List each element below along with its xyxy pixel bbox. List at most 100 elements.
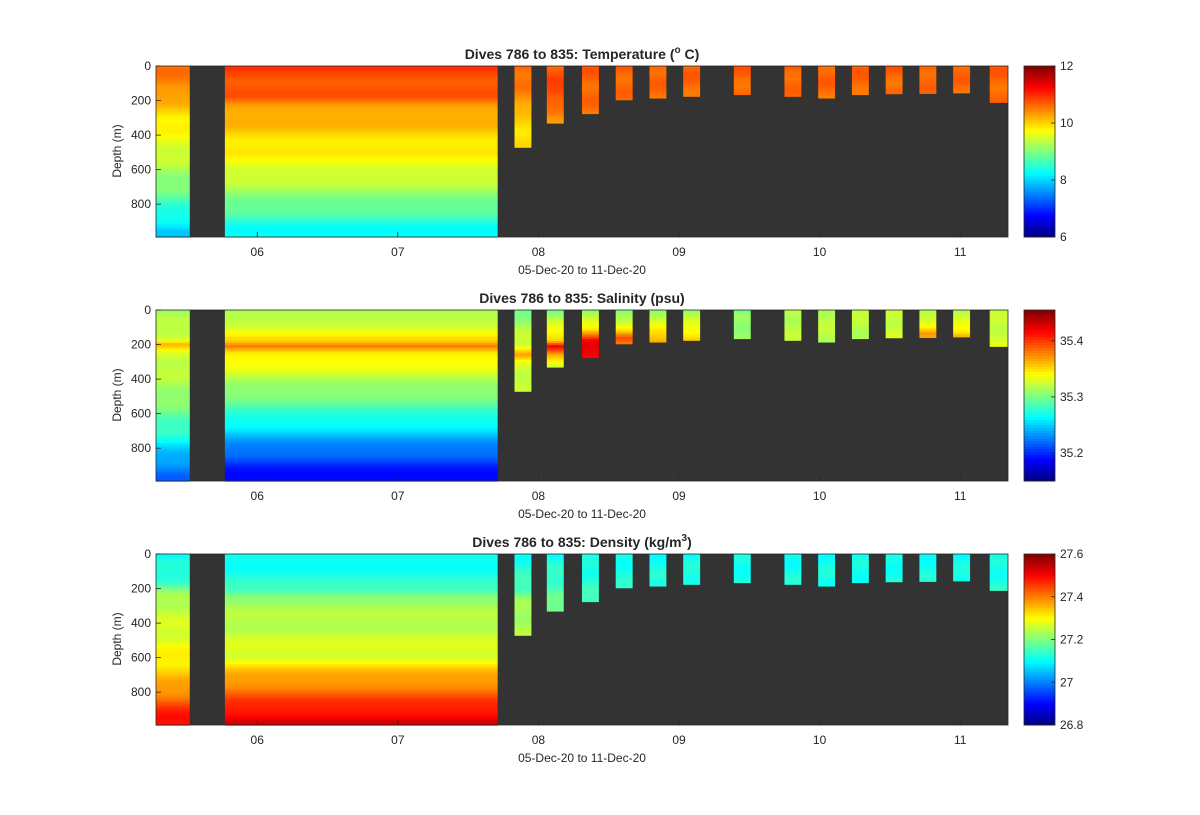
profile-cell xyxy=(818,341,836,343)
profile-cell xyxy=(156,713,190,717)
colorbar-swatch xyxy=(1024,146,1055,150)
profile-cell xyxy=(546,339,564,342)
profile-cell xyxy=(784,314,802,317)
profile-cell xyxy=(224,705,498,708)
profile-cell xyxy=(224,647,498,650)
y-tick-label: 200 xyxy=(131,582,151,596)
profile-cell xyxy=(989,66,1008,69)
x-tick-label: 09 xyxy=(672,733,686,747)
panel-title: Dives 786 to 835: Salinity (psu) xyxy=(479,290,684,306)
profile-cell xyxy=(582,343,599,346)
colorbar-swatch xyxy=(1024,610,1055,614)
profile-cell xyxy=(683,572,701,576)
profile-cell xyxy=(224,653,498,657)
profile-cell xyxy=(885,332,903,336)
profile-cell xyxy=(156,372,190,375)
profile-cell xyxy=(224,107,498,111)
profile-cell xyxy=(224,626,498,630)
profile-cell xyxy=(156,614,190,617)
colorbar-swatch xyxy=(1024,451,1055,455)
profile-cell xyxy=(156,78,190,82)
profile-cell xyxy=(224,229,498,233)
profile-cell xyxy=(615,343,633,345)
profile-cell xyxy=(514,121,532,125)
profile-cell xyxy=(224,401,498,404)
profile-cell xyxy=(224,347,498,350)
profile-cell xyxy=(156,682,190,686)
profile-cell xyxy=(514,326,532,330)
x-axis-label: 05-Dec-20 to 11-Dec-20 xyxy=(518,507,646,521)
profile-cell xyxy=(224,566,498,570)
profile-cell xyxy=(224,186,498,189)
profile-cell xyxy=(582,595,599,599)
profile-cell xyxy=(224,556,498,559)
colorbar-swatch xyxy=(1024,68,1055,72)
profile-cell xyxy=(546,312,564,315)
profile-cell xyxy=(224,318,498,321)
profile-cell xyxy=(156,101,190,104)
profile-cell xyxy=(989,558,1008,561)
profile-cell xyxy=(514,390,532,392)
profile-cell xyxy=(156,415,190,419)
colorbar-tick-label: 12 xyxy=(1060,59,1074,73)
profile-cell xyxy=(649,316,667,319)
profile-cell xyxy=(156,570,190,574)
profile-cell xyxy=(582,576,599,580)
profile-cell xyxy=(546,578,564,582)
profile-cell xyxy=(156,641,190,644)
profile-cell xyxy=(156,388,190,392)
profile-cell xyxy=(953,564,971,568)
profile-cell xyxy=(683,336,701,340)
profile-cell xyxy=(885,80,903,84)
profile-cell xyxy=(156,95,190,98)
profile-cell xyxy=(156,647,190,650)
profile-cell xyxy=(953,86,971,90)
profile-cell xyxy=(851,80,869,84)
profile-cell xyxy=(582,103,599,106)
profile-cell xyxy=(919,328,937,332)
profile-cell xyxy=(582,107,599,111)
profile-cell xyxy=(683,332,701,336)
profile-cell xyxy=(156,413,190,417)
profile-cell xyxy=(546,334,564,338)
profile-cell xyxy=(224,721,498,725)
panel-title: Dives 786 to 835: Density (kg/m3) xyxy=(472,533,692,550)
profile-cell xyxy=(784,566,802,570)
profile-cell xyxy=(156,136,190,140)
dive-profile xyxy=(885,554,903,583)
profile-cell xyxy=(224,668,498,671)
profile-cell xyxy=(851,568,869,572)
colorbar-swatch xyxy=(1024,586,1055,590)
colorbar-swatch xyxy=(1024,687,1055,691)
y-tick-label: 600 xyxy=(131,163,151,177)
dive-profile xyxy=(649,554,667,587)
profile-cell xyxy=(851,574,869,578)
profile-cell xyxy=(156,465,190,469)
profile-cell xyxy=(818,580,836,584)
profile-cell xyxy=(851,86,869,90)
profile-cell xyxy=(224,407,498,411)
profile-cell xyxy=(224,603,498,607)
profile-cell xyxy=(156,705,190,708)
profile-cell xyxy=(582,580,599,584)
colorbar-swatch xyxy=(1024,100,1055,104)
y-tick-label: 200 xyxy=(131,338,151,352)
profile-cell xyxy=(514,593,532,597)
profile-cell xyxy=(582,583,599,586)
profile-cell xyxy=(224,661,498,665)
profile-cell xyxy=(514,562,532,565)
profile-cell xyxy=(224,421,498,425)
colorbar-tick-label: 35.2 xyxy=(1060,446,1084,460)
colorbar-swatch xyxy=(1024,652,1055,657)
profile-cell xyxy=(514,556,532,559)
profile-cell xyxy=(818,585,836,587)
profile-cell xyxy=(224,607,498,611)
profile-cell xyxy=(851,576,869,580)
profile-cell xyxy=(156,459,190,462)
profile-cell xyxy=(224,701,498,704)
profile-cell xyxy=(156,196,190,200)
profile-cell xyxy=(224,415,498,419)
profile-cell xyxy=(919,580,937,582)
profile-cell xyxy=(156,353,190,357)
colorbar-swatch xyxy=(1024,719,1055,723)
